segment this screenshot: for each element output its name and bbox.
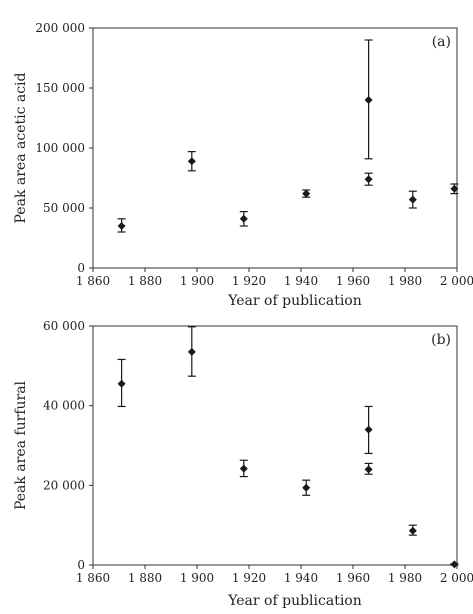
x-tick-label: 1 920 [232, 571, 266, 585]
point-marker [117, 379, 126, 388]
y-tick-label: 200 000 [35, 21, 85, 35]
y-tick-label: 60 000 [43, 319, 85, 333]
x-tick-label: 1 880 [128, 274, 162, 288]
x-tick-label: 2 000 [440, 274, 473, 288]
point-marker [408, 195, 417, 204]
plot-frame [92, 325, 458, 566]
y-tick-label: 20 000 [43, 478, 85, 492]
x-tick-label: 1 860 [76, 571, 110, 585]
point-marker [117, 222, 126, 230]
point-marker [364, 425, 373, 434]
point-marker [450, 184, 459, 193]
x-tick-label: 1 960 [336, 571, 370, 585]
x-tick-label: 1 940 [284, 274, 318, 288]
data-point [450, 560, 459, 569]
data-point [364, 462, 373, 475]
point-marker [364, 465, 373, 474]
y-axis-title: Peak area acetic acid [13, 72, 29, 223]
x-tick-label: 1 860 [76, 274, 110, 288]
y-tick-label: 40 000 [43, 399, 85, 413]
x-tick-label: 1 980 [388, 571, 422, 585]
y-tick-label: 100 000 [35, 141, 85, 155]
y-tick-label: 50 000 [43, 201, 85, 215]
data-point [187, 151, 196, 172]
y-tick-label: 0 [77, 261, 85, 275]
data-point [302, 479, 311, 496]
x-tick-label: 1 960 [336, 274, 370, 288]
data-point [408, 524, 417, 536]
x-tick-label: 1 940 [284, 571, 318, 585]
point-marker [187, 157, 196, 166]
data-point [187, 326, 196, 377]
data-point [117, 218, 126, 233]
panel-label: (a) [432, 34, 451, 50]
chart-panel-a: 1 860 1 880 1 900 1 920 1 940 1 960 1 980 2 000… [13, 21, 473, 309]
y-axis-title: Peak area furfural [13, 380, 29, 510]
data-point [364, 39, 373, 160]
point-marker [408, 526, 417, 535]
point-marker [302, 189, 311, 198]
point-marker [239, 214, 248, 223]
x-axis-title: Year of publication [227, 593, 362, 609]
point-marker [450, 560, 459, 569]
data-point [117, 358, 126, 408]
y-tick-label: 0 [77, 558, 85, 572]
chart-panel-b: 1 860 1 880 1 900 1 920 1 940 1 960 1 980 2 000… [13, 319, 473, 609]
x-tick-label: 1 980 [388, 274, 422, 288]
x-tick-label: 1 920 [232, 274, 266, 288]
plot-frame [92, 27, 458, 269]
data-point [239, 459, 248, 478]
y-tick-label: 150 000 [35, 81, 85, 95]
point-marker [302, 483, 311, 492]
data-point [239, 211, 248, 227]
data-point [302, 189, 311, 198]
data-point [364, 405, 373, 455]
point-marker [187, 347, 196, 356]
x-tick-label: 1 900 [180, 571, 214, 585]
panel-label: (b) [431, 332, 451, 348]
data-point [364, 172, 373, 186]
x-tick-label: 2 000 [440, 571, 473, 585]
point-marker [364, 96, 373, 104]
x-tick-label: 1 880 [128, 571, 162, 585]
data-point [450, 183, 459, 195]
data-point [408, 190, 417, 209]
x-axis-title: Year of publication [227, 293, 362, 309]
point-marker [364, 175, 373, 184]
point-marker [239, 464, 248, 473]
x-tick-label: 1 900 [180, 274, 214, 288]
